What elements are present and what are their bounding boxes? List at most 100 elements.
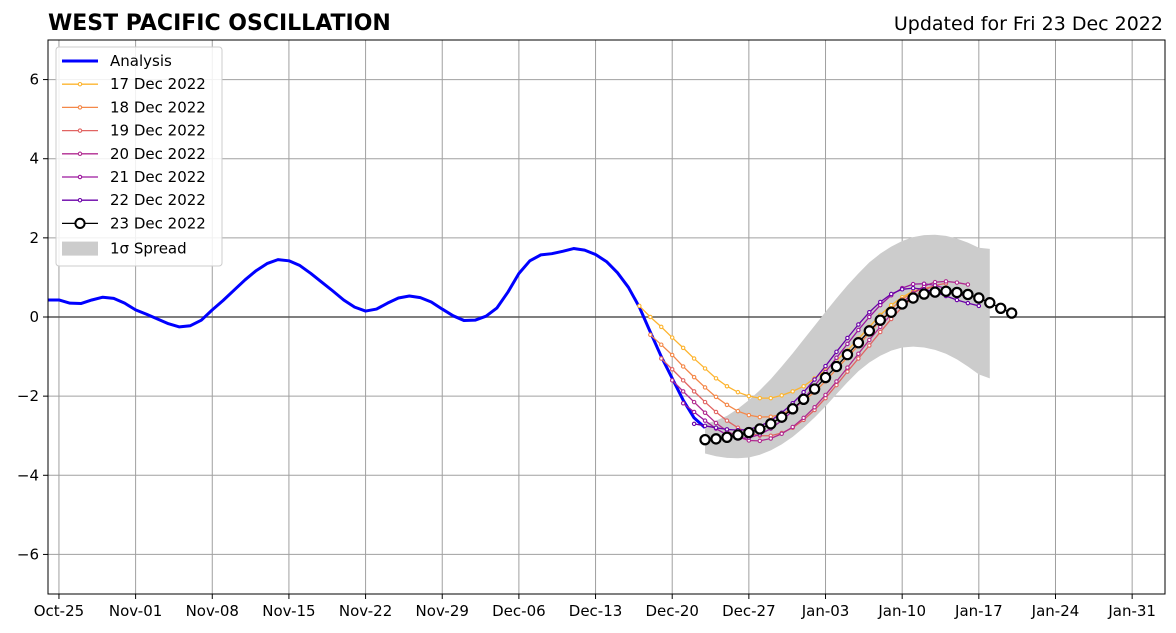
forecast-point (768, 414, 774, 419)
forecast-point (801, 415, 806, 421)
forecast-point (724, 383, 730, 389)
forecast-point (732, 429, 744, 441)
forecast-point (954, 280, 960, 285)
legend-entry: 1σ Spread (62, 240, 187, 258)
forecast-point (735, 408, 741, 414)
forecast-point (699, 433, 711, 446)
forecast-point (637, 303, 642, 309)
forecast-point (885, 306, 897, 318)
forecast-point (867, 343, 872, 348)
forecast-point (779, 431, 784, 436)
series-layer (48, 247, 1018, 446)
legend-marker (77, 197, 83, 203)
legend-entry: 17 Dec 2022 (62, 75, 206, 93)
forecast-point (918, 288, 930, 300)
x-tick-label: Jan-31 (1107, 602, 1156, 620)
forecast-point (856, 322, 861, 327)
y-tick-label: 2 (29, 229, 39, 247)
forecast-point (768, 395, 774, 401)
forecast-point (702, 366, 708, 371)
x-tick-label: Dec-20 (645, 602, 699, 620)
forecast-point (691, 374, 697, 380)
forecast-point (713, 376, 719, 381)
forecast-point (691, 399, 697, 405)
forecast-point (757, 438, 763, 444)
forecast-point (724, 427, 730, 432)
forecast-point (724, 402, 730, 408)
legend-entry: 21 Dec 2022 (62, 168, 206, 186)
forecast-point (943, 279, 949, 284)
forecast-point (962, 288, 974, 301)
forecast-point (801, 389, 806, 395)
y-tick-label: 0 (29, 308, 39, 326)
forecast-point (710, 433, 722, 445)
x-tick-label: Oct-25 (34, 602, 84, 620)
forecast-point (757, 395, 763, 401)
y-tick-label: 6 (29, 71, 39, 89)
legend-label: 23 Dec 2022 (110, 214, 206, 232)
forecast-point (852, 337, 865, 349)
forecast-point (812, 377, 817, 382)
legend-label: 18 Dec 2022 (110, 98, 206, 116)
forecast-point (878, 329, 883, 335)
x-tick-label: Jan-24 (1031, 602, 1080, 620)
forecast-point (834, 349, 839, 355)
forecast-point (691, 356, 697, 361)
forecast-point (834, 379, 839, 384)
forecast-point (823, 363, 828, 369)
legend-label: 22 Dec 2022 (110, 191, 206, 209)
forecast-point (691, 421, 697, 427)
forecast-point (819, 371, 832, 384)
forecast-point (779, 393, 784, 398)
forecast-point (856, 356, 861, 361)
x-tick-label: Jan-17 (954, 602, 1003, 620)
forecast-point (867, 337, 872, 343)
forecast-point (888, 291, 894, 297)
y-tick-label: −4 (17, 466, 39, 484)
x-tick-label: Nov-08 (186, 602, 239, 620)
forecast-point (743, 426, 755, 439)
forecast-point (702, 385, 708, 390)
x-tick-label: Nov-01 (109, 602, 162, 620)
forecast-point (680, 364, 686, 369)
legend-box (55, 46, 223, 267)
forecast-point (984, 297, 996, 309)
forecast-point (910, 281, 916, 287)
forecast-point (951, 286, 963, 299)
x-tick-label: Nov-29 (416, 602, 469, 620)
forecast-point (721, 431, 733, 443)
forecast-point (768, 436, 774, 441)
x-axis-ticks: Oct-25 Nov-01 Nov-08 Nov-15 Nov-22 Nov-29 Dec-… (34, 594, 1156, 620)
x-tick-label: Jan-10 (877, 602, 926, 620)
forecast-point (801, 383, 806, 389)
x-tick-label: Dec-13 (569, 602, 623, 620)
legend-label: 19 Dec 2022 (110, 122, 206, 140)
legend-marker (77, 174, 83, 180)
legend-marker (77, 151, 83, 157)
forecast-point (867, 310, 872, 315)
chart-subtitle: Updated for Fri 23 Dec 2022 (894, 13, 1163, 35)
forecast-point (735, 389, 741, 395)
forecast-point (965, 282, 971, 287)
forecast-point (754, 423, 766, 435)
forecast-point (841, 348, 854, 361)
forecast-point (888, 302, 894, 308)
forecast-point (856, 351, 861, 357)
forecast-point (669, 378, 675, 383)
forecast-point (940, 285, 952, 297)
forecast-point (896, 298, 908, 310)
analysis-line (48, 247, 707, 429)
legend-marker (77, 105, 83, 110)
legend: Analysis 17 Dec 2022 18 Dec 2022 19 Dec 202… (55, 46, 223, 267)
forecast-point (680, 378, 686, 383)
x-tick-label: Jan-03 (801, 602, 850, 620)
forecast-point (757, 414, 763, 420)
forecast-point (702, 410, 708, 416)
series-analysis (48, 247, 707, 429)
forecast-point (856, 327, 861, 333)
x-tick-label: Dec-27 (722, 602, 776, 620)
forecast-point (680, 389, 686, 394)
forecast-point (786, 403, 799, 415)
forecast-point (823, 392, 828, 398)
legend-entry: 18 Dec 2022 (62, 98, 206, 116)
